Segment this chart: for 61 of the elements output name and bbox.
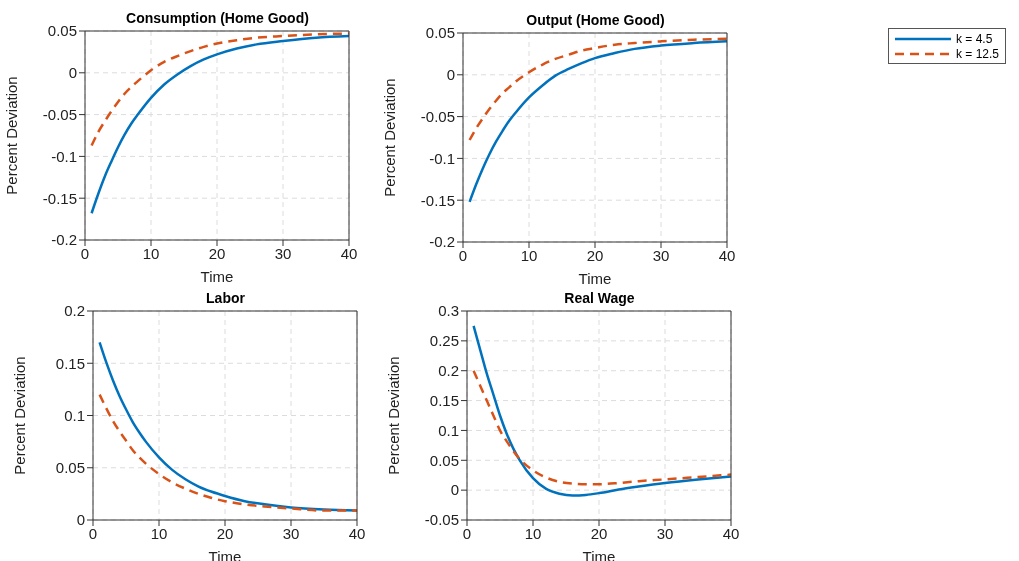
- y-tick-label: -0.05: [424, 511, 459, 529]
- y-tick-label: 0.05: [429, 451, 459, 469]
- y-tick-label: 0.3: [438, 302, 459, 320]
- x-tick-label: 40: [722, 524, 740, 542]
- y-tick-label: 0.05: [55, 459, 85, 477]
- y-tick-label: 0.05: [47, 22, 77, 40]
- x-tick-label: 20: [208, 244, 226, 262]
- x-tick-label: 30: [656, 524, 674, 542]
- line-series: [472, 369, 731, 486]
- x-tick-label: 10: [524, 524, 542, 542]
- y-tick-label: 0.2: [64, 302, 85, 320]
- y-axis-title: Percent Deviation: [11, 356, 29, 475]
- y-tick-label: -0.05: [42, 105, 77, 123]
- y-tick-label: -0.2: [51, 231, 77, 249]
- y-tick-label: -0.15: [42, 189, 77, 207]
- y-tick-label: 0: [446, 66, 455, 84]
- legend-label: k = 4.5: [956, 31, 993, 46]
- x-tick-label: 40: [718, 246, 736, 264]
- x-tick-label: 20: [590, 524, 608, 542]
- x-tick-label: 20: [586, 246, 604, 264]
- x-tick-label: 10: [142, 244, 160, 262]
- y-tick-label: 0.15: [55, 354, 85, 372]
- chart-title: Output (Home Good): [525, 12, 666, 28]
- y-axis-title: Percent Deviation: [381, 78, 399, 197]
- chart-title: Labor: [205, 290, 246, 306]
- y-tick-label: 0.1: [438, 421, 459, 439]
- y-tick-label: 0.05: [425, 24, 455, 42]
- x-tick-label: 0: [88, 524, 98, 542]
- x-axis-title: Time: [200, 268, 234, 285]
- legend-label: k = 12.5: [956, 46, 1000, 61]
- x-tick-label: 30: [652, 246, 670, 264]
- x-tick-label: 10: [520, 246, 538, 264]
- y-tick-label: -0.15: [420, 191, 455, 209]
- x-tick-label: 30: [282, 524, 300, 542]
- y-tick-label: 0: [76, 511, 85, 529]
- line-series: [468, 37, 727, 142]
- y-tick-label: 0.2: [438, 362, 459, 380]
- chart-title: Real Wage: [563, 290, 636, 306]
- y-tick-label: -0.2: [429, 233, 455, 251]
- x-tick-label: 0: [462, 524, 472, 542]
- x-axis-title: Time: [578, 270, 612, 287]
- y-tick-label: 0.25: [429, 332, 459, 350]
- x-tick-label: 10: [150, 524, 168, 542]
- line-series: [90, 34, 349, 215]
- y-tick-label: -0.05: [420, 107, 455, 125]
- y-tick-label: -0.1: [429, 149, 455, 167]
- y-tick-label: 0.15: [429, 391, 459, 409]
- y-tick-label: 0: [68, 64, 77, 82]
- x-tick-label: 30: [274, 244, 292, 262]
- y-tick-label: -0.1: [51, 147, 77, 165]
- chart-title: Consumption (Home Good): [125, 10, 310, 26]
- x-tick-label: 20: [216, 524, 234, 542]
- y-axis-title: Percent Deviation: [3, 76, 21, 195]
- y-tick-label: 0: [450, 481, 459, 499]
- line-series: [468, 40, 727, 204]
- y-tick-label: 0.1: [64, 406, 85, 424]
- x-tick-label: 40: [340, 244, 358, 262]
- y-axis-title: Percent Deviation: [385, 356, 403, 475]
- line-series: [98, 393, 357, 512]
- x-tick-label: 40: [348, 524, 366, 542]
- line-series: [472, 324, 731, 497]
